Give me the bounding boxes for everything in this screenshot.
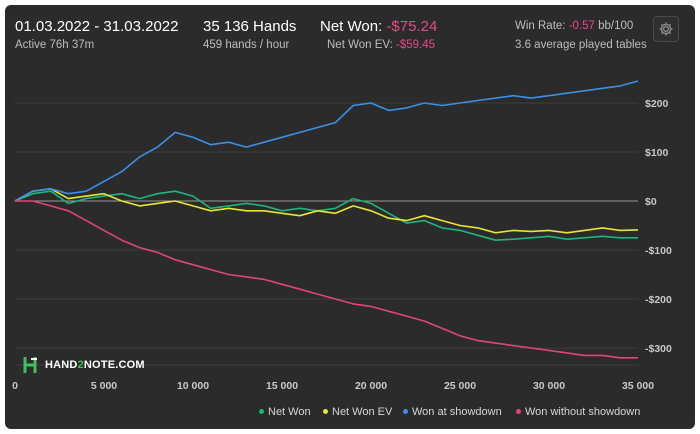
x-tick-label: 5 000 [91,380,117,392]
hands-rate: 459 hands / hour [203,39,290,51]
x-tick-label: 15 000 [266,380,298,392]
legend-dot [403,408,408,414]
hands-count: 35 136 Hands [203,18,297,35]
logo-text-two: 2 [77,359,84,371]
net-won-ev-label: Net Won EV: [327,39,393,51]
x-tick-label: 10 000 [177,380,209,392]
net-won-ev-line [14,188,639,234]
legend-dot [259,408,264,414]
x-tick-label: 0 [12,380,18,392]
showdown-line [14,80,639,202]
stats-panel: 01.03.2022 - 31.03.2022 Active 76h 37m 3… [5,5,695,429]
x-tick-label: 20 000 [355,380,387,392]
legend-item-net-won[interactable]: Net Won [259,406,311,418]
hand2note-logo-icon [23,357,37,373]
legend-item-won-without-showdown[interactable]: Won without showdown [516,406,640,418]
x-tick-label: 35 000 [622,380,654,392]
y-tick-label: -$300 [645,343,672,355]
logo-text-hand: HAND [45,359,78,371]
legend-label: Won at showdown [412,406,502,418]
legend-item-won-at-showdown[interactable]: Won at showdown [403,406,502,418]
win-rate-value: -0.57 [568,20,595,32]
win-rate-label: Win Rate: [515,20,566,32]
logo-text: HAND2NOTE.COM [45,359,145,371]
y-tick-label: $0 [645,196,657,208]
win-rate: Win Rate: -0.57 bb/100 [515,20,633,32]
legend-label: Won without showdown [525,406,641,418]
x-tick-label: 30 000 [533,380,565,392]
net-won-line [14,190,638,241]
y-tick-label: -$100 [645,245,672,257]
legend-label: Net Won EV [332,406,393,418]
date-range: 01.03.2022 - 31.03.2022 [15,18,179,35]
y-tick-label: $100 [645,147,669,159]
net-won-value: -$75.24 [386,18,438,35]
legend-dot [323,408,328,414]
net-won: Net Won: -$75.24 [320,18,437,35]
net-won-ev-value: -$59.45 [396,39,436,51]
net-won-ev: Net Won EV: -$59.45 [327,39,435,51]
settings-button[interactable] [653,16,679,42]
win-rate-unit: bb/100 [598,20,634,32]
legend-label: Net Won [268,406,311,418]
active-time: Active 76h 37m [15,39,95,51]
x-tick-label: 25 000 [444,380,476,392]
net-won-label: Net Won: [320,18,383,35]
logo-text-note: NOTE.COM [83,359,145,371]
line-chart: $200 $100 $0 -$100 -$200 -$300 0 5 000 10 000 15 … [12,80,672,392]
legend-item-net-won-ev[interactable]: Net Won EV [323,406,392,418]
no-showdown-line [15,200,638,359]
y-tick-label: $200 [645,98,669,110]
y-tick-label: -$200 [645,294,672,306]
gear-icon [659,22,673,36]
legend-dot [516,408,521,414]
avg-tables: 3.6 average played tables [515,39,647,51]
